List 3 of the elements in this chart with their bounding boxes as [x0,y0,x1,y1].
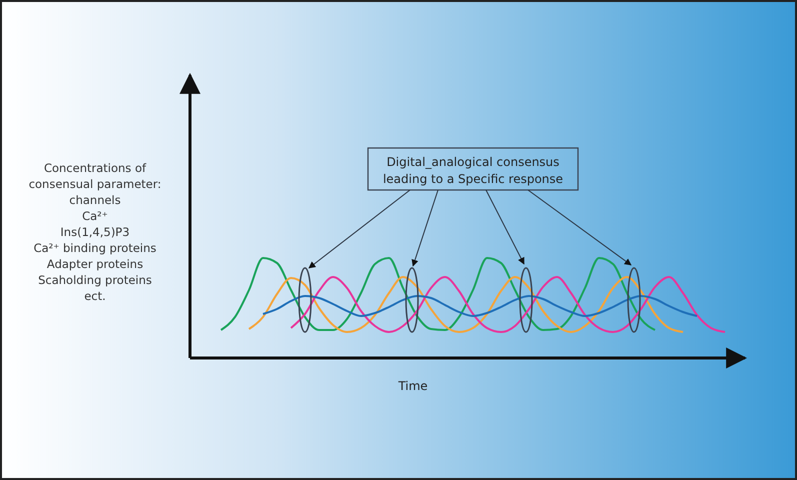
text: Concentrations of consensual parameter: channels Ca²⁺ Ins(1,4,5)P3 Ca²⁺ binding proteins Adapter proteins Scaholding proteins ect. [28,161,162,303]
text: Digital_analogical consensus leading to a Specific response [382,155,564,186]
x-axis-title: Time [397,379,428,393]
